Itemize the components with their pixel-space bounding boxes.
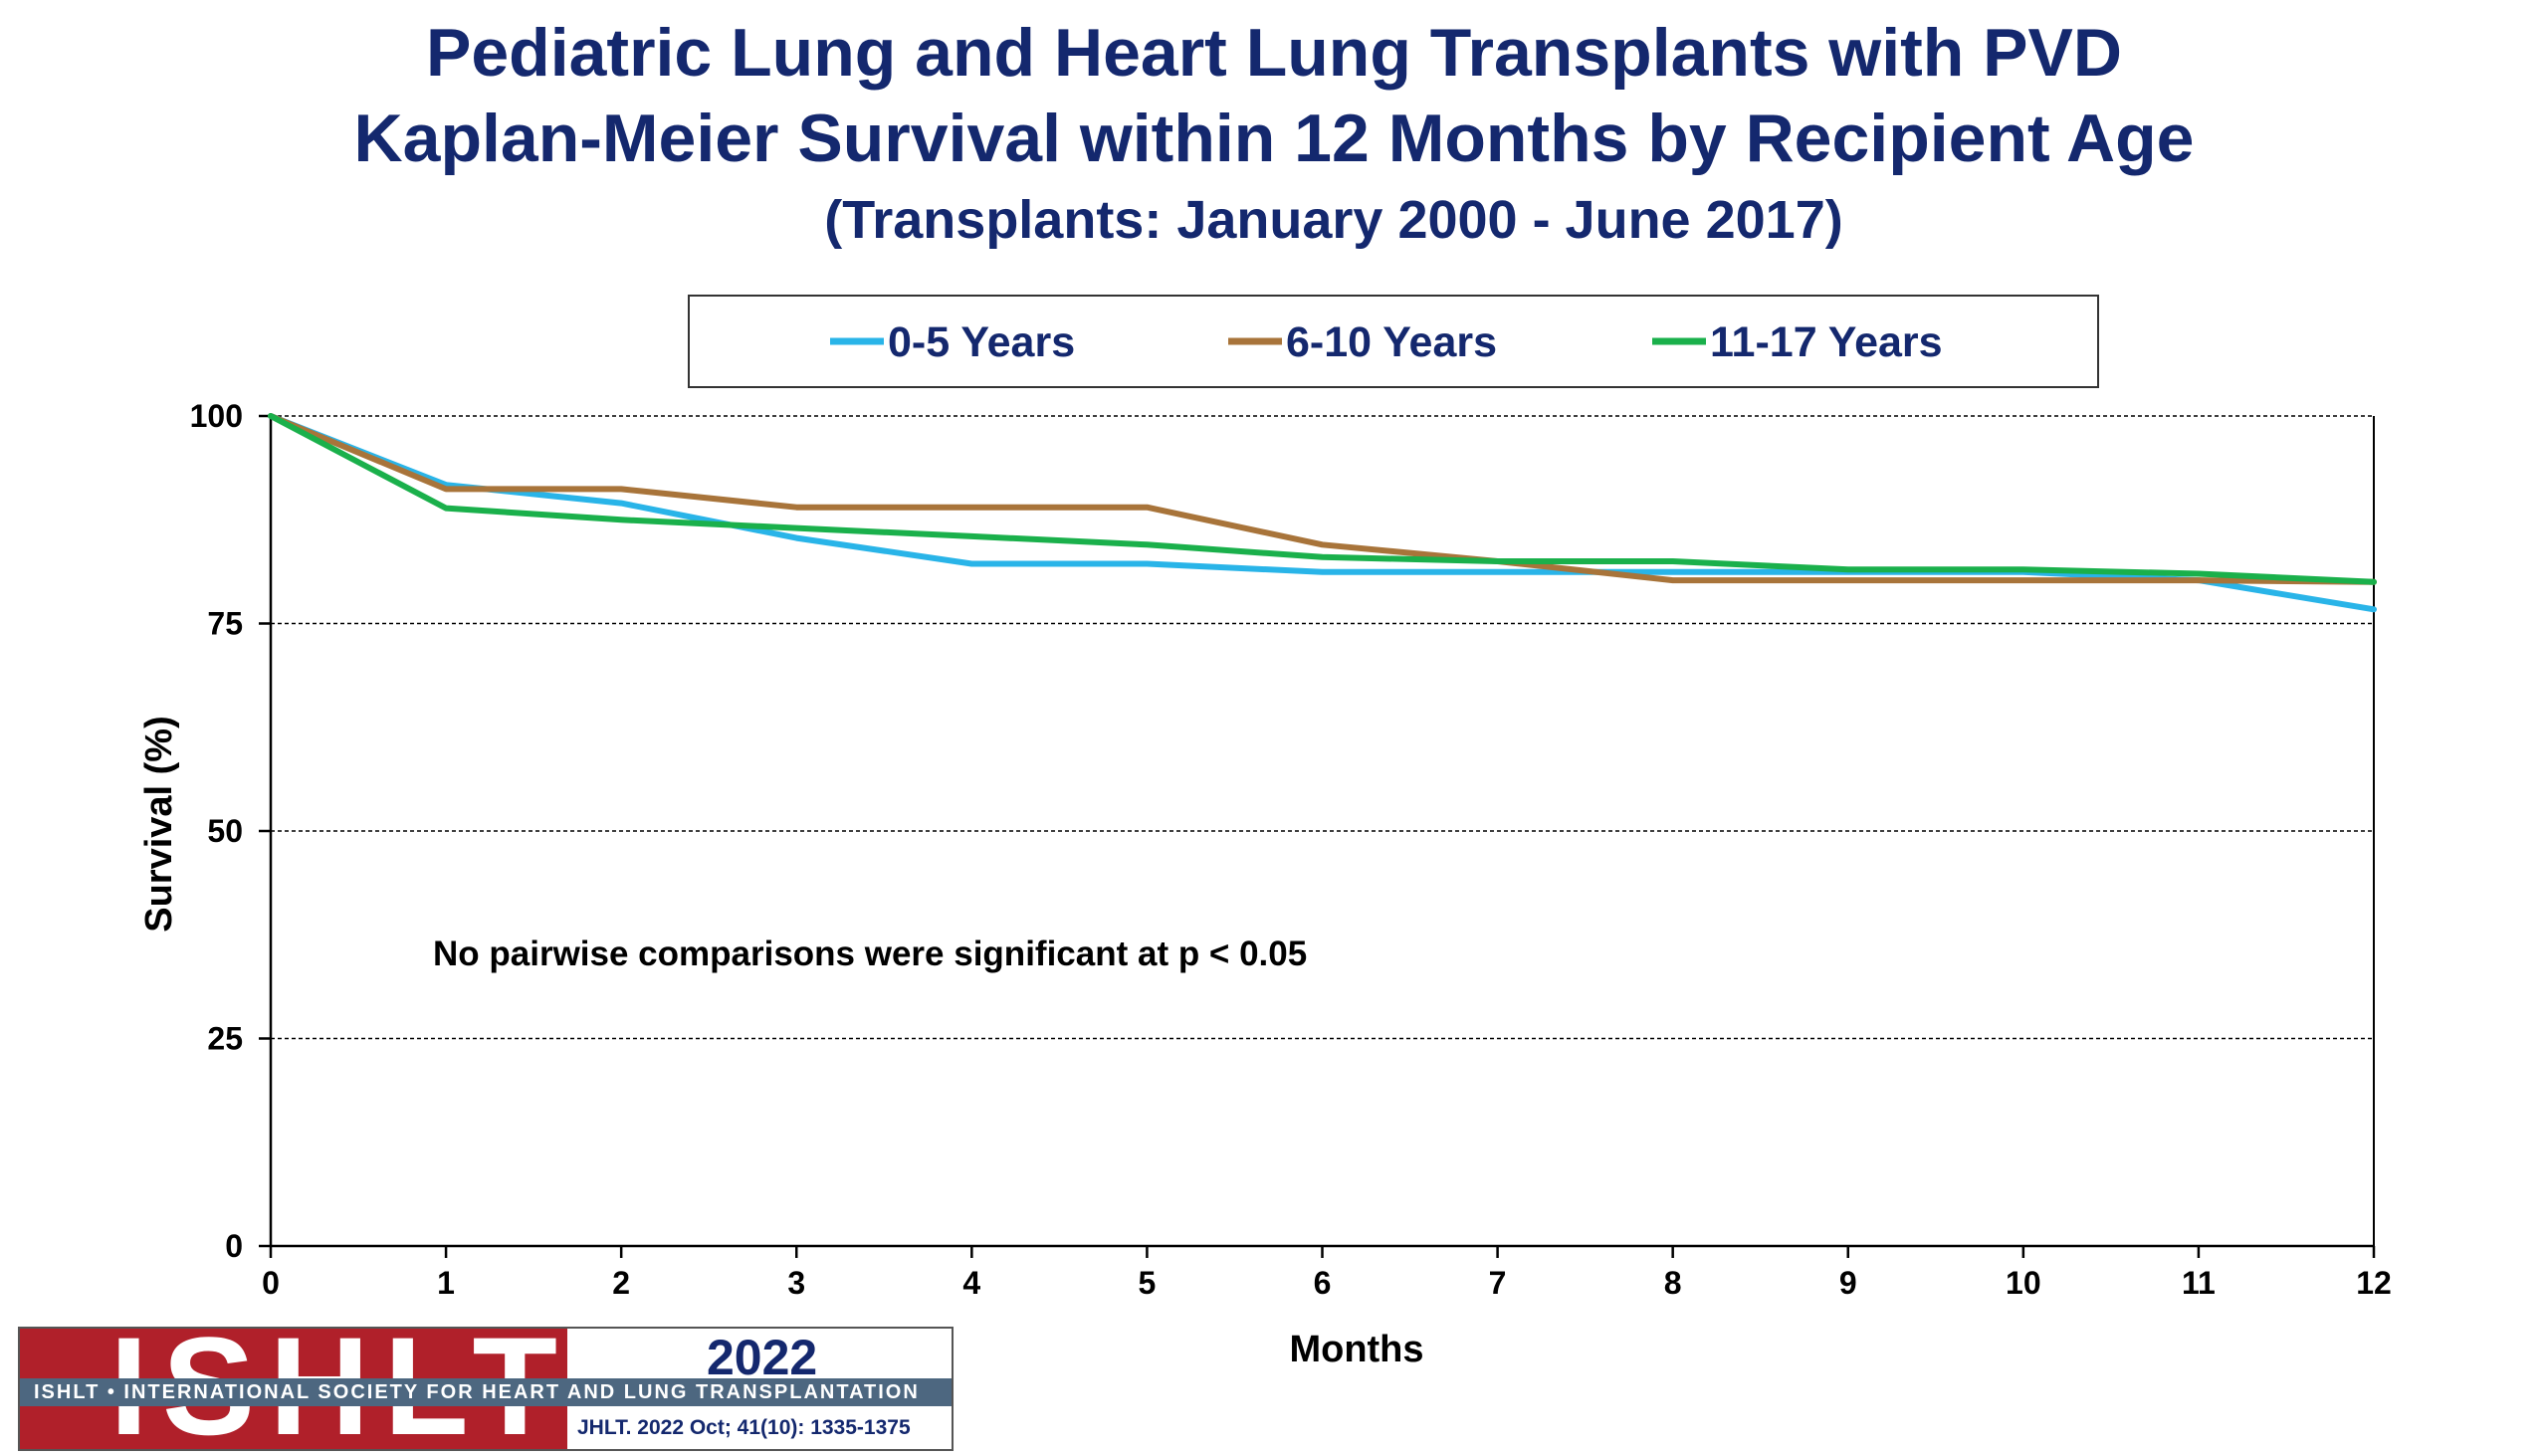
logo-citation: JHLT. 2022 Oct; 41(10): 1335-1375	[577, 1416, 911, 1439]
y-tick-label-50: 50	[207, 813, 243, 849]
x-tick-label-11: 11	[2182, 1265, 2216, 1301]
significance-annotation: No pairwise comparisons were significant…	[433, 935, 1307, 973]
ishlt-logo: ISHLT ISHLT • INTERNATIONAL SOCIETY FOR …	[18, 1327, 954, 1451]
y-tick-label-0: 0	[225, 1228, 243, 1264]
y-axis-title: Survival (%)	[138, 716, 180, 933]
chart-subtitle: (Transplants: January 2000 - June 2017)	[824, 190, 1843, 250]
x-tick-label-12: 12	[2356, 1265, 2392, 1301]
chart-title-line2: Kaplan-Meier Survival within 12 Months b…	[353, 101, 2195, 176]
x-tick-label-5: 5	[1139, 1265, 1157, 1301]
legend-label-0-5-years: 0-5 Years	[888, 318, 1075, 366]
x-tick-label-8: 8	[1664, 1265, 1682, 1301]
x-tick-label-2: 2	[612, 1265, 630, 1301]
chart-title-line1: Pediatric Lung and Heart Lung Transplant…	[426, 15, 2122, 91]
series-line-11-17-years	[268, 413, 2377, 585]
series-line-6-10-years	[268, 413, 2377, 585]
legend-box	[688, 295, 2099, 388]
logo-band-text: ISHLT • INTERNATIONAL SOCIETY FOR HEART …	[34, 1381, 920, 1403]
logo-band	[20, 1378, 952, 1406]
x-tick-label-6: 6	[1314, 1265, 1332, 1301]
series-lines	[268, 413, 2377, 613]
x-axis-title: Months	[1289, 1329, 1423, 1370]
axes	[259, 414, 2376, 1258]
x-tick-label-10: 10	[2006, 1265, 2041, 1301]
x-tick-label-9: 9	[1839, 1265, 1857, 1301]
logo-year: 2022	[707, 1330, 818, 1385]
x-tick-label-4: 4	[962, 1265, 980, 1301]
x-tick-label-7: 7	[1489, 1265, 1507, 1301]
legend-label-11-17-years: 11-17 Years	[1710, 318, 1943, 366]
x-tick-label-1: 1	[437, 1265, 455, 1301]
y-tick-label-25: 25	[207, 1021, 243, 1057]
legend: 0-5 Years 6-10 Years 11-17 Years	[688, 295, 2099, 388]
x-tick-label-3: 3	[787, 1265, 805, 1301]
gridlines	[271, 622, 2374, 1040]
x-tick-label-0: 0	[262, 1265, 280, 1301]
legend-label-6-10-years: 6-10 Years	[1286, 318, 1497, 366]
y-tick-label-75: 75	[207, 606, 243, 642]
y-tick-label-100: 100	[190, 398, 243, 434]
